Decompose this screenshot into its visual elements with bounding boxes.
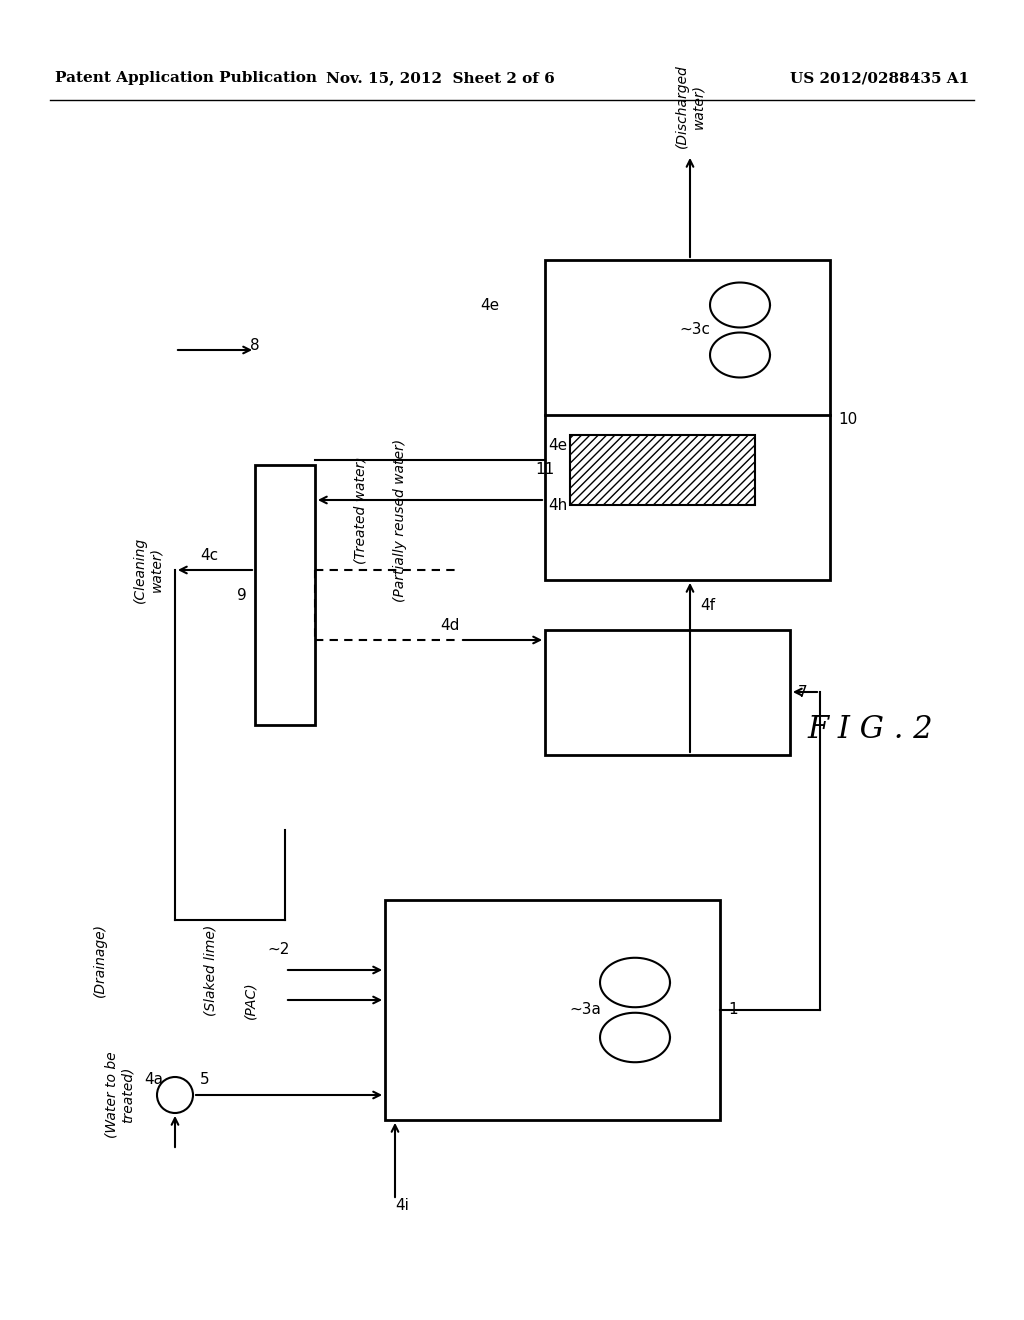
Text: 4c: 4c	[200, 548, 218, 562]
Text: 5: 5	[200, 1072, 210, 1088]
Text: (Treated water): (Treated water)	[353, 457, 367, 564]
Text: (Water to be
treated): (Water to be treated)	[104, 1052, 135, 1138]
Text: 10: 10	[838, 412, 857, 428]
Text: ~2: ~2	[267, 942, 290, 957]
Text: 1: 1	[728, 1002, 737, 1018]
Text: 8: 8	[251, 338, 260, 352]
Text: 4h: 4h	[548, 498, 567, 512]
Text: 4e: 4e	[480, 297, 500, 313]
Text: F I G . 2: F I G . 2	[807, 714, 933, 746]
Text: (Drainage): (Drainage)	[93, 923, 106, 997]
Text: US 2012/0288435 A1: US 2012/0288435 A1	[790, 71, 969, 84]
Bar	[570, 436, 755, 506]
Text: (Cleaning
water): (Cleaning water)	[133, 537, 163, 603]
Text: 7: 7	[798, 685, 808, 700]
Text: ~3c: ~3c	[680, 322, 711, 338]
Bar	[545, 630, 790, 755]
Text: 4f: 4f	[700, 598, 715, 612]
Text: 4d: 4d	[440, 618, 460, 632]
Bar	[255, 465, 315, 725]
Bar	[545, 260, 830, 579]
Text: Patent Application Publication: Patent Application Publication	[55, 71, 317, 84]
Text: (Slaked lime): (Slaked lime)	[203, 924, 217, 1015]
Text: (PAC): (PAC)	[243, 981, 257, 1019]
Text: 4i: 4i	[395, 1197, 409, 1213]
Bar	[385, 900, 720, 1119]
Text: (Discharged
water): (Discharged water)	[675, 65, 706, 148]
Text: 4a: 4a	[144, 1072, 163, 1088]
Text: ~3a: ~3a	[569, 1002, 601, 1018]
Text: Nov. 15, 2012  Sheet 2 of 6: Nov. 15, 2012 Sheet 2 of 6	[326, 71, 555, 84]
Text: 4e: 4e	[548, 437, 567, 453]
Text: 9: 9	[238, 587, 247, 602]
Text: (Partially reused water): (Partially reused water)	[393, 438, 407, 602]
Text: 11: 11	[536, 462, 555, 478]
